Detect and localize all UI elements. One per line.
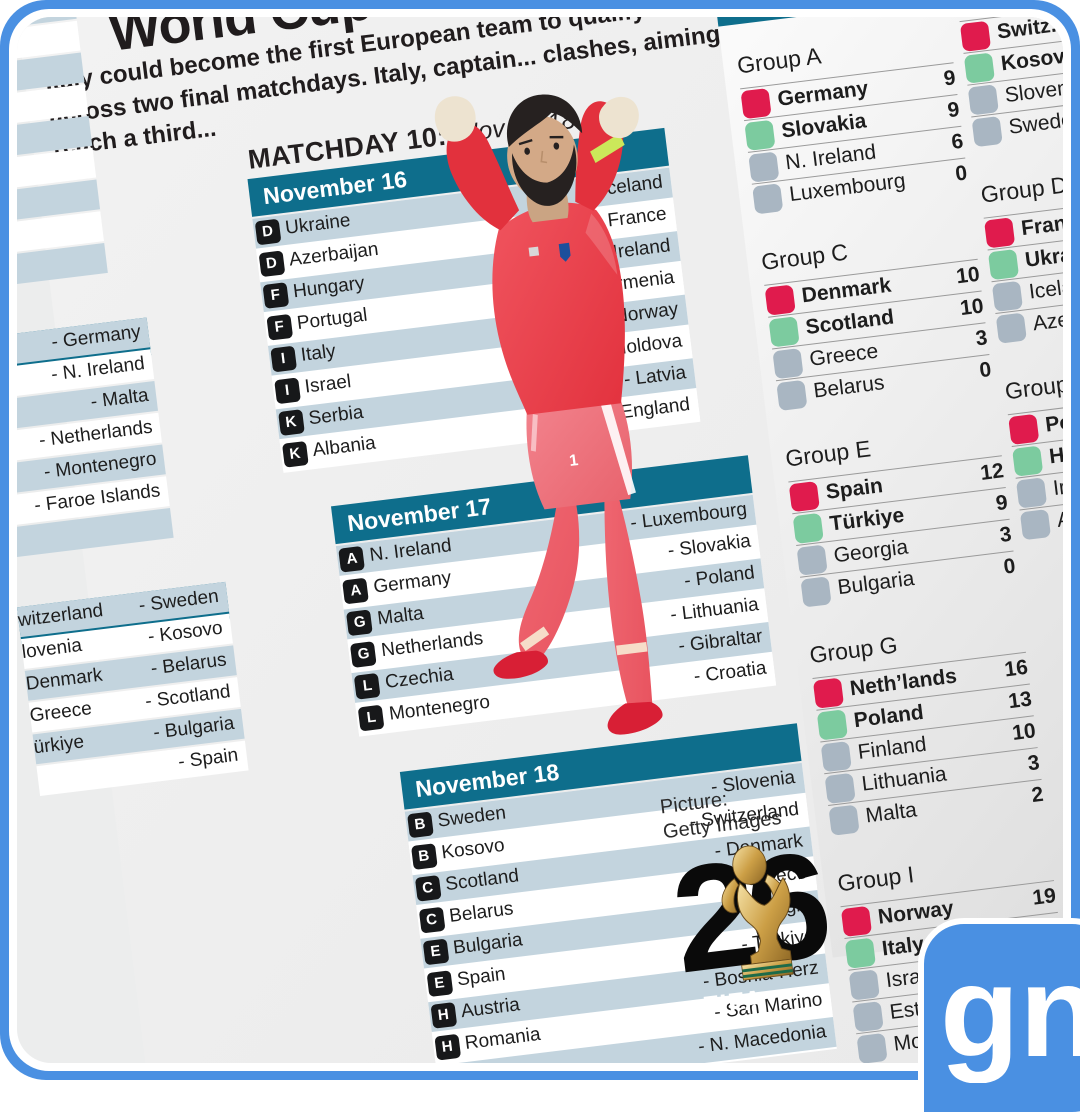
svg-text:FIFA: FIFA <box>701 984 765 1021</box>
svg-text:gn: gn <box>940 938 1080 1083</box>
